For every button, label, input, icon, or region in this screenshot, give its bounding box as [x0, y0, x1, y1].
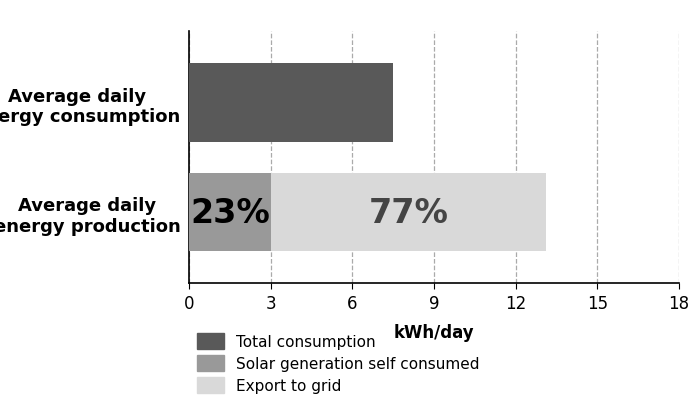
X-axis label: kWh/day: kWh/day: [393, 324, 475, 341]
Bar: [189, 64, 393, 143]
Legend: Total consumption, Solar generation self consumed, Export to grid: Total consumption, Solar generation self…: [197, 333, 480, 393]
Text: 23%: 23%: [190, 196, 270, 229]
Text: 77%: 77%: [369, 196, 449, 229]
Bar: [189, 173, 271, 252]
Bar: [271, 173, 547, 252]
